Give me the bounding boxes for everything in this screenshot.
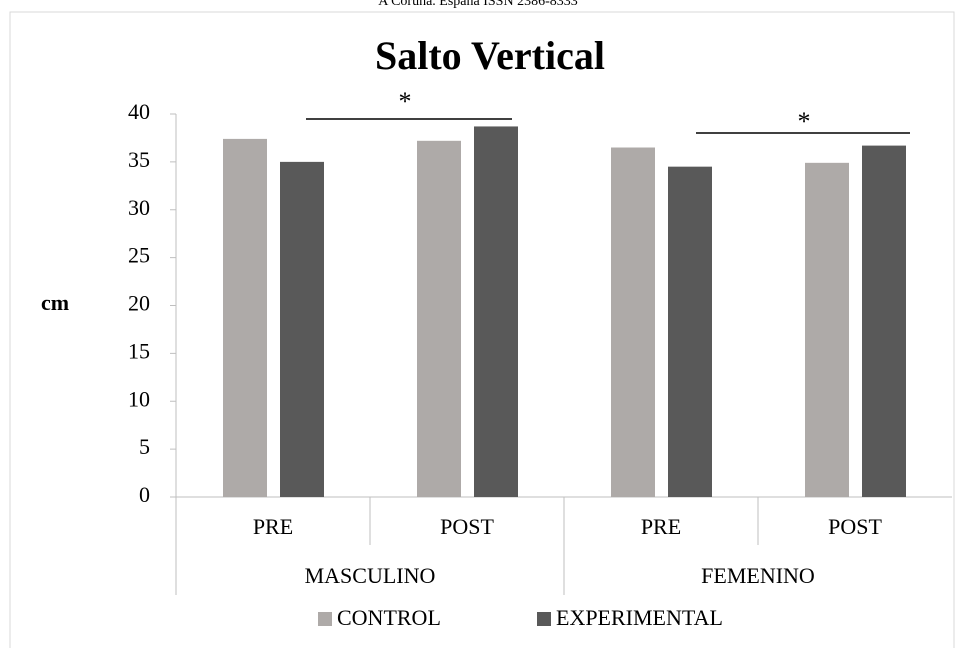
y-tick-label: 5 (139, 434, 150, 459)
bar (805, 162, 849, 497)
legend-swatch (318, 612, 332, 626)
legend-label: CONTROL (337, 605, 441, 630)
y-tick-label: 0 (139, 482, 150, 507)
group-label: MASCULINO (305, 563, 436, 588)
legend-swatch (537, 612, 551, 626)
bar (668, 166, 712, 497)
annotation: * (399, 87, 412, 116)
annotation: * (798, 107, 811, 136)
y-axis-label: cm (41, 290, 69, 315)
y-tick-label: 20 (128, 291, 150, 316)
y-tick-label: 15 (128, 338, 150, 363)
x-tick-label: PRE (641, 514, 681, 539)
x-tick-label: PRE (253, 514, 293, 539)
bar (417, 140, 461, 497)
legend-label: EXPERIMENTAL (556, 605, 723, 630)
bar (280, 161, 324, 497)
bar (223, 138, 267, 497)
chart-title: Salto Vertical (375, 33, 605, 78)
page-header: A Coruña. España ISSN 2386-8333 (378, 0, 578, 9)
y-tick-label: 40 (128, 99, 150, 124)
y-tick-label: 25 (128, 243, 150, 268)
bar (474, 126, 518, 497)
y-tick-label: 35 (128, 147, 150, 172)
x-tick-label: POST (440, 514, 494, 539)
y-tick-label: 30 (128, 195, 150, 220)
chart-frame (9, 11, 955, 648)
y-tick-label: 10 (128, 386, 150, 411)
bar (611, 147, 655, 497)
group-label: FEMENINO (701, 563, 815, 588)
bar (862, 145, 906, 497)
x-tick-label: POST (828, 514, 882, 539)
